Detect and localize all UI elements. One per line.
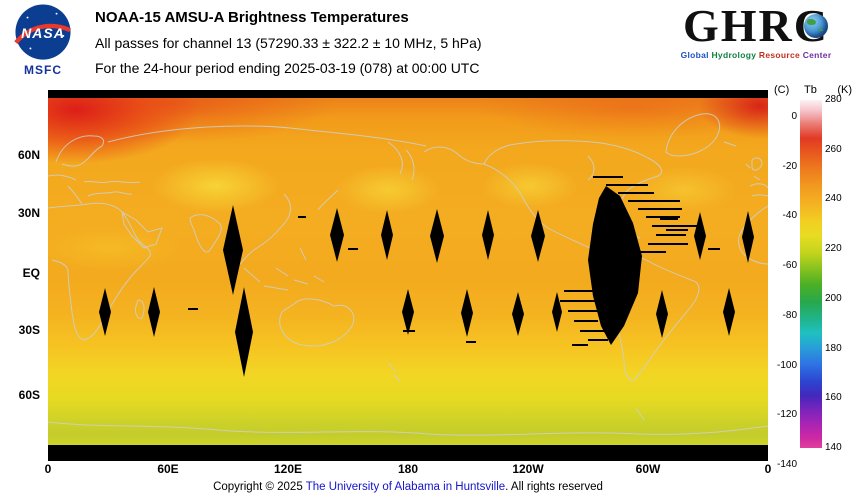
globe-icon [803,14,828,38]
latitude-axis: 60N 30N EQ 30S 60S [0,90,43,462]
cb-tick: 160 [825,392,842,404]
cb-tick: -120 [776,409,797,421]
title-block: NOAA-15 AMSU-A Brightness Temperatures A… [95,9,482,85]
cb-tick: 240 [825,193,842,205]
ghrc-logo[interactable]: GHRC Global Hydrology Resource Center [664,0,848,60]
cb-tick: -40 [782,210,797,222]
ghrc-letters: GHR [682,0,794,51]
channel-subtitle: All passes for channel 13 (57290.33 ± 32… [95,35,482,51]
colorbar-celsius-ticks: 0 -20 -40 -60 -80 -100 -120 -140 [772,111,797,471]
x-tick: 120W [512,462,544,476]
copyright-line: Copyright © 2025 The University of Alaba… [48,481,768,493]
x-tick: 60W [635,462,661,476]
colorbar-gradient [800,100,822,448]
cb-tick: 260 [825,143,842,155]
x-tick: 120E [273,462,303,476]
x-tick: 180 [397,462,419,476]
colorbar-header: (C) Tb (K) [772,84,854,97]
map-bottom-border [48,445,768,461]
coastlines-and-gaps-overlay [48,113,768,436]
y-tick: EQ [22,266,40,280]
period-subtitle: For the 24-hour period ending 2025-03-19… [95,60,480,76]
y-tick: 60N [17,148,40,162]
nasa-wordmark: NASA [21,25,65,41]
ghrc-wordmark: GHRC [683,0,829,52]
longitude-axis: 0 60E 120E 180 120W 60W 0 [44,462,772,477]
colorbar-title: Tb [804,84,817,96]
colorbar-kelvin-ticks: 280 260 240 220 200 180 160 140 [825,94,852,454]
x-tick: 0 [44,462,52,476]
cb-tick: -80 [782,309,797,321]
x-tick: 0 [764,462,772,476]
nasa-meatball-svg [14,4,71,60]
copyright-suffix: . All rights reserved [505,481,603,493]
tagline-word: Resource [758,50,801,60]
copyright-prefix: Copyright © 2025 [213,481,306,493]
cb-tick: -60 [782,260,797,272]
colorbar-unit-kelvin: (K) [837,84,852,96]
cb-tick: 140 [825,441,842,453]
ghrc-tagline: Global Hydrology Resource Center [664,50,848,60]
university-link[interactable]: The University of Alabama in Huntsville [305,481,506,493]
page-title: NOAA-15 AMSU-A Brightness Temperatures [95,9,409,26]
cb-tick: -140 [776,458,797,470]
cb-tick: 220 [825,243,842,255]
cb-tick: 280 [825,94,842,105]
map-top-border [48,90,768,98]
x-tick: 60E [157,462,179,476]
tagline-word: Global [680,50,709,60]
tagline-word: Center [802,50,832,60]
tagline-word: Hydrology [711,50,757,60]
data-gap-shapes [99,176,754,377]
cb-tick: 200 [825,292,842,304]
colorbar: (C) Tb (K) 0 -20 -40 -60 -80 -100 -120 -… [772,84,854,488]
ghrc-letter-c: C [794,0,829,52]
nasa-meatball-icon: NASA [13,4,73,62]
cb-tick: -100 [776,359,797,371]
y-tick: 60S [18,388,40,402]
cb-tick: 180 [825,342,842,354]
msfc-label: MSFC [24,63,62,77]
colorbar-unit-celsius: (C) [774,84,790,96]
cb-tick: 0 [791,111,797,122]
nasa-logo[interactable]: NASA MSFC [10,4,76,77]
y-tick: 30S [18,323,40,337]
brightness-temperature-map [48,98,768,445]
coastlines [48,113,768,436]
cb-tick: -20 [782,160,797,172]
y-tick: 30N [17,206,40,220]
